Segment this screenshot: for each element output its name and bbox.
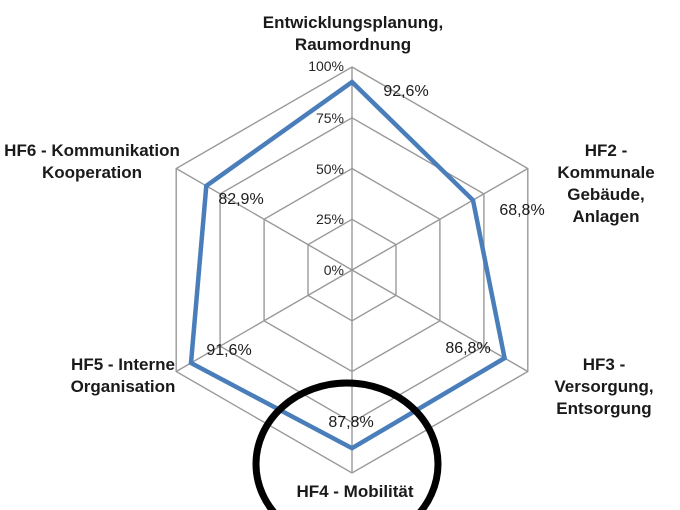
radar-series: [188, 79, 508, 451]
series-polygon: [188, 79, 508, 451]
radar-grid: [175, 66, 529, 474]
highlight-circle-annotation: [252, 379, 442, 510]
